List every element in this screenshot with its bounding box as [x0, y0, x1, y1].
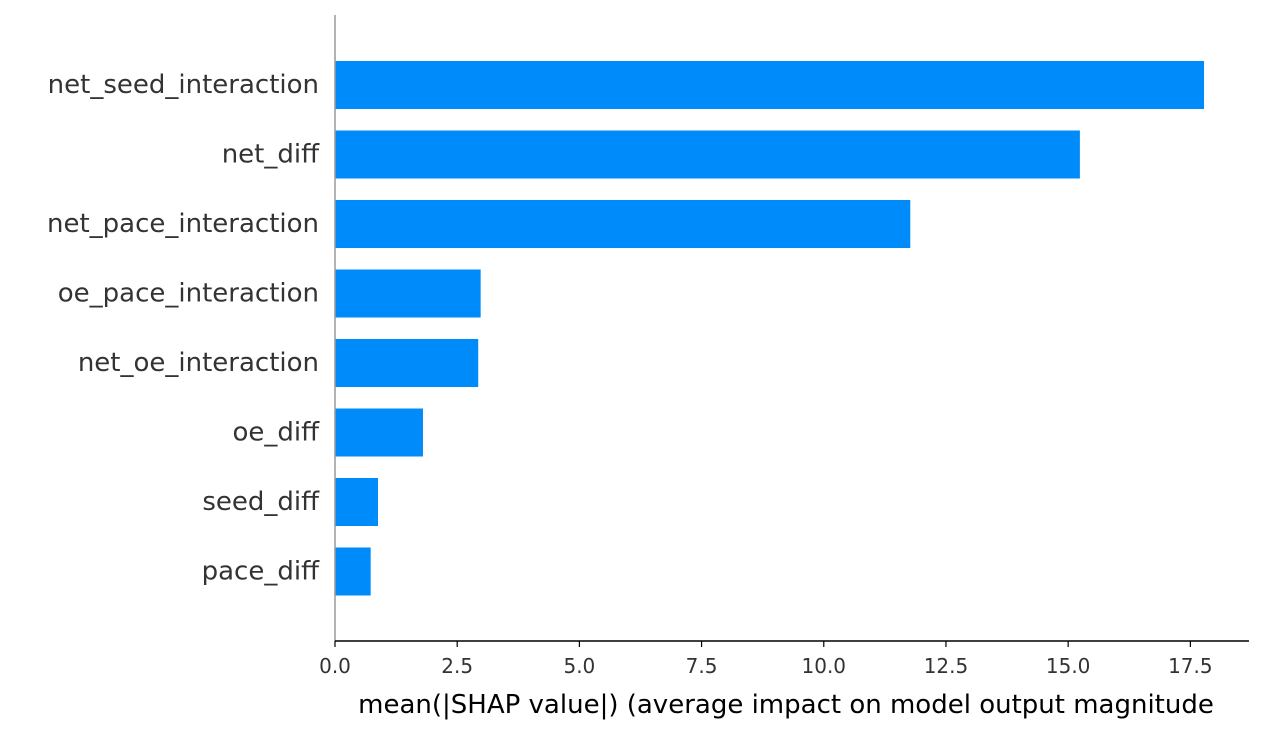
- y-tick-label: net_diff: [222, 140, 320, 170]
- y-tick-label: oe_diff: [232, 418, 320, 448]
- bars-layer: [335, 61, 1205, 596]
- bar-oe_diff: [335, 408, 423, 457]
- bar-net_diff: [335, 130, 1080, 179]
- bar-net_pace_interaction: [335, 200, 911, 248]
- bar-seed_diff: [335, 478, 379, 526]
- y-tick-label: oe_pace_interaction: [58, 279, 319, 309]
- x-tick-label: 2.5: [441, 654, 473, 678]
- y-tick-label: net_oe_interaction: [78, 348, 319, 378]
- x-axis-ticks: 0.0 2.5 5.0 7.5 10.0 12.5 15.0 17.5: [319, 641, 1213, 678]
- x-axis-label: mean(|SHAP value|) (average impact on mo…: [358, 690, 1214, 720]
- x-tick-label: 15.0: [1046, 654, 1091, 678]
- bar-oe_pace_interaction: [335, 269, 481, 318]
- bar-net_oe_interaction: [335, 339, 479, 387]
- x-tick-label: 12.5: [924, 654, 969, 678]
- x-tick-label: 5.0: [563, 654, 595, 678]
- x-tick-label: 10.0: [802, 654, 847, 678]
- bar-net_seed_interaction: [335, 61, 1205, 109]
- x-tick-label: 0.0: [319, 654, 351, 678]
- y-tick-labels: net_seed_interaction net_diff net_pace_int…: [47, 70, 320, 587]
- y-tick-label: net_pace_interaction: [47, 209, 319, 239]
- bar-pace_diff: [335, 547, 371, 596]
- y-tick-label: pace_diff: [202, 557, 320, 587]
- x-tick-label: 17.5: [1168, 654, 1213, 678]
- y-tick-label: net_seed_interaction: [48, 70, 319, 100]
- y-tick-label: seed_diff: [202, 487, 320, 517]
- x-tick-label: 7.5: [686, 654, 718, 678]
